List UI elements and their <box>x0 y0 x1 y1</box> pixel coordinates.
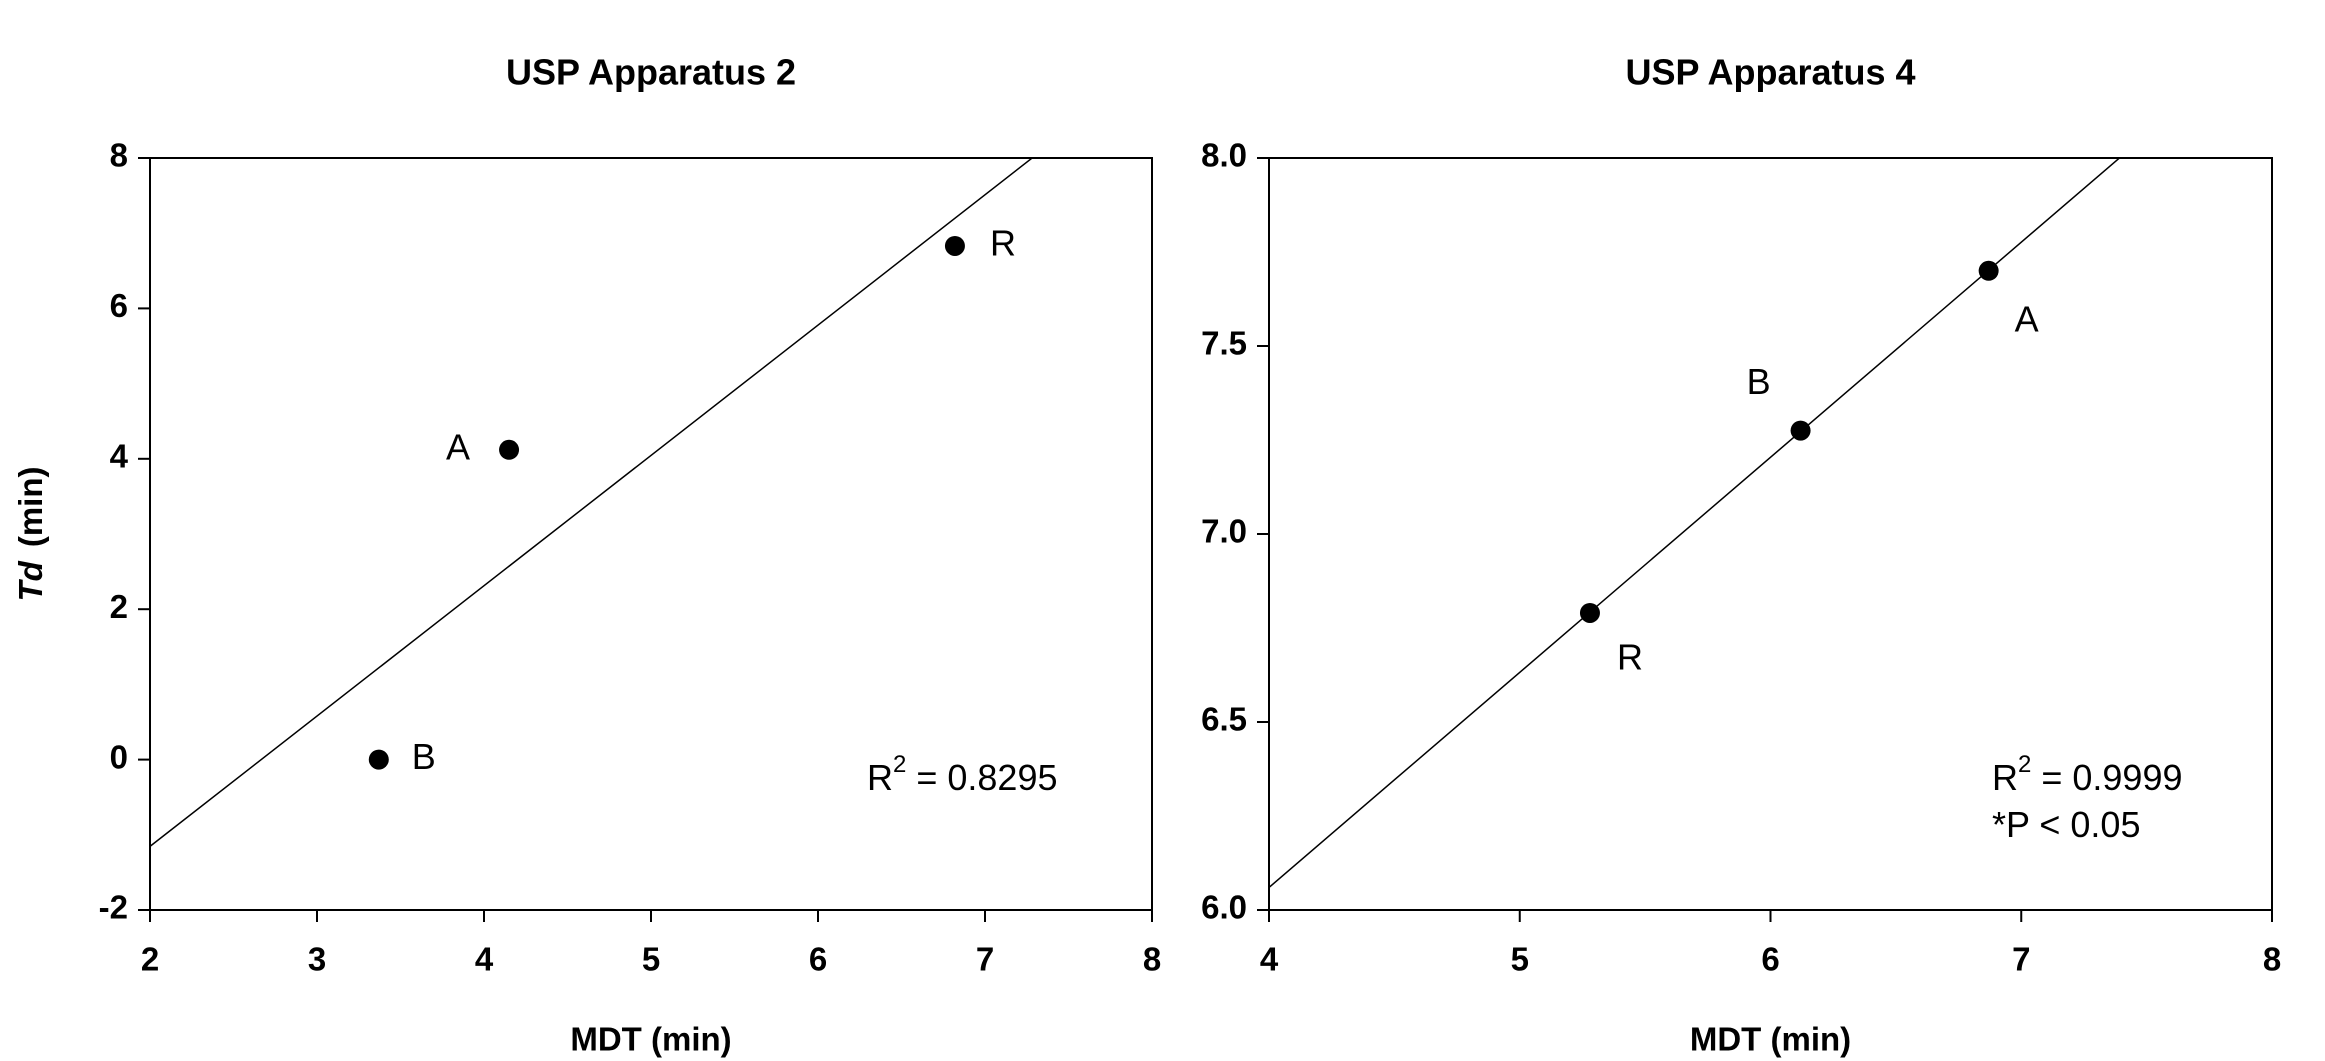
y-tick-label: 8.0 <box>1201 137 1247 174</box>
x-axis-label: MDT (min) <box>1690 1021 1851 1058</box>
data-point <box>368 749 389 770</box>
annotation-base: R <box>867 757 893 798</box>
chart: USP Apparatus 2 MDT (min) Td (min) 2 3 4 5 6 7 8 -2… <box>12 52 1161 1058</box>
x-tick-label: 2 <box>141 941 159 978</box>
annotation: *P < 0.05 <box>1992 804 2140 845</box>
point-label: R <box>1617 636 1643 677</box>
x-tick-label: 7 <box>976 941 994 978</box>
data-point <box>499 439 520 460</box>
x-tick-label: 8 <box>1143 941 1161 978</box>
chart: USP Apparatus 4 MDT (min) 4 5 6 7 8 6.0 6.5 7.0 7.… <box>1201 52 2281 1058</box>
annotation-text: = 0.8295 <box>906 757 1057 798</box>
x-tick-label: 5 <box>642 941 660 978</box>
point-label: A <box>446 426 470 467</box>
point-label: B <box>1747 361 1771 402</box>
chart-title: USP Apparatus 4 <box>1625 52 1915 93</box>
annotation: R2 = 0.8295 <box>867 751 1058 797</box>
y-tick-label: -2 <box>99 889 128 926</box>
y-tick-label: 2 <box>110 588 128 625</box>
data-point <box>944 235 965 256</box>
data-point <box>1790 420 1811 441</box>
x-axis-label: MDT (min) <box>570 1021 731 1058</box>
x-tick-label: 6 <box>1761 941 1779 978</box>
x-tick-label: 5 <box>1511 941 1529 978</box>
data-point <box>1978 260 1999 281</box>
annotation: R2 = 0.9999 <box>1992 751 2183 797</box>
y-tick-label: 6.5 <box>1201 701 1247 738</box>
y-tick-label: 4 <box>110 438 129 475</box>
point-label: R <box>990 222 1016 263</box>
y-tick-label: 7.5 <box>1201 325 1247 362</box>
annotation-base: R <box>1992 757 2018 798</box>
x-tick-label: 8 <box>2263 941 2281 978</box>
x-tick-label: 4 <box>475 941 494 978</box>
regression-line <box>1269 158 2121 889</box>
y-axis-label-unit: (min) <box>12 467 49 548</box>
x-tick-label: 6 <box>809 941 827 978</box>
y-tick-label: 0 <box>110 738 128 775</box>
data-point <box>1579 602 1600 623</box>
point-label: B <box>412 736 436 777</box>
regression-line <box>150 158 1034 847</box>
annotation-superscript: 2 <box>2018 751 2031 778</box>
y-axis-label: Td (min) <box>12 467 49 602</box>
y-tick-label: 7.0 <box>1201 513 1247 550</box>
point-label: A <box>2015 298 2039 339</box>
annotation-text: = 0.9999 <box>2031 757 2182 798</box>
x-tick-label: 3 <box>308 941 326 978</box>
y-axis-label-symbol: Td <box>12 560 49 601</box>
annotation-text: *P < 0.05 <box>1992 804 2140 845</box>
annotation-superscript: 2 <box>893 751 906 778</box>
y-tick-label: 6.0 <box>1201 889 1247 926</box>
y-tick-label: 8 <box>110 137 128 174</box>
chart-title: USP Apparatus 2 <box>506 52 796 93</box>
x-tick-label: 4 <box>1260 941 1279 978</box>
x-tick-label: 7 <box>2012 941 2030 978</box>
y-tick-label: 6 <box>110 287 128 324</box>
